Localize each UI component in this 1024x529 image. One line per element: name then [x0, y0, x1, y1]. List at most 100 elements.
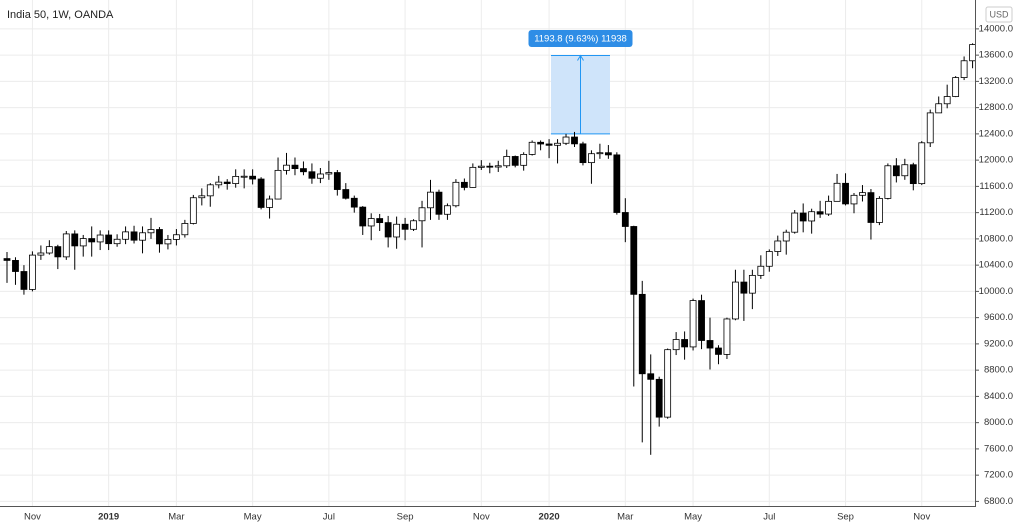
x-tick-label: 2019 — [98, 512, 119, 523]
candle-body — [122, 231, 129, 240]
y-tick-label: 9200.0 — [984, 338, 1013, 349]
candle-body — [249, 175, 257, 180]
candle-body — [359, 206, 367, 227]
candle-body — [969, 44, 976, 62]
candle-body — [376, 218, 384, 224]
candle-body — [918, 142, 926, 185]
candle-body — [494, 165, 502, 168]
y-tick-label: 8400.0 — [984, 391, 1013, 402]
x-tick-label: Jul — [323, 512, 335, 523]
candle-body — [181, 223, 189, 236]
candle-body — [156, 229, 163, 245]
candle-body — [139, 232, 146, 241]
y-tick-label: 14000.0 — [979, 23, 1013, 34]
candle-body — [266, 198, 273, 208]
candle-body — [833, 182, 841, 202]
y-tick-label: 7600.0 — [984, 443, 1013, 454]
candle-body — [799, 212, 807, 222]
y-tick-label: 11200.0 — [979, 207, 1013, 218]
candle-body — [444, 205, 451, 215]
candle-body — [689, 300, 697, 348]
candle-body — [20, 271, 28, 290]
x-tick-label: Sep — [837, 512, 854, 523]
candle-body — [274, 169, 282, 200]
candle-body — [596, 152, 604, 155]
candle-body — [511, 156, 519, 166]
measure-label-box — [528, 30, 633, 47]
candle-body — [384, 222, 392, 238]
y-tick-label: 13200.0 — [979, 76, 1013, 87]
candle-body — [876, 197, 883, 223]
candle-body — [808, 211, 816, 222]
candle-body — [283, 164, 290, 171]
candle-body — [452, 181, 460, 207]
candle-body — [54, 246, 62, 258]
candle-body — [88, 238, 96, 243]
candle-body — [935, 103, 943, 114]
candle-body — [164, 239, 172, 245]
candle-body — [791, 212, 799, 233]
candle-body — [630, 226, 638, 295]
candle-body — [147, 229, 155, 234]
candle-body — [477, 165, 485, 168]
candle-body — [765, 251, 773, 267]
candle-body — [723, 318, 731, 355]
x-tick-label: Nov — [24, 512, 41, 523]
candle-body — [240, 175, 248, 178]
y-tick-label: 12800.0 — [979, 102, 1013, 113]
candle-body — [782, 231, 790, 242]
candle-body — [952, 77, 960, 97]
candle-body — [774, 240, 782, 252]
candle-body — [604, 152, 612, 156]
y-tick-label: 8800.0 — [984, 365, 1013, 376]
candle-body — [333, 172, 341, 190]
candle-body — [621, 212, 629, 227]
candles — [3, 43, 976, 455]
x-tick-label: 2020 — [539, 512, 560, 523]
candle-body — [842, 182, 849, 205]
candle-body — [537, 141, 545, 145]
candle-body — [350, 197, 358, 208]
candle-body — [706, 340, 714, 349]
candle-body — [748, 274, 756, 294]
candle-body — [37, 252, 45, 256]
currency-badge — [985, 6, 1013, 23]
candle-body — [528, 141, 536, 155]
y-tick-label: 7200.0 — [984, 470, 1013, 481]
candle-body — [740, 281, 748, 294]
y-tick-label: 10800.0 — [979, 233, 1013, 244]
y-tick-label: 8000.0 — [984, 417, 1013, 428]
candle-body — [418, 207, 426, 222]
candle-body — [257, 178, 265, 208]
x-tick-label: May — [244, 512, 262, 523]
candle-body — [342, 189, 350, 199]
candle-body — [300, 168, 307, 173]
candle-body — [859, 192, 866, 196]
candle-body — [105, 234, 113, 245]
candle-body — [960, 60, 968, 78]
y-tick-label: 9600.0 — [984, 312, 1013, 323]
candle-body — [291, 164, 299, 170]
candle-body — [223, 181, 231, 184]
candle-body — [367, 218, 375, 227]
x-tick-label: Mar — [168, 512, 184, 523]
candle-body — [909, 164, 917, 185]
candle-body — [460, 181, 468, 188]
candle-body — [638, 293, 646, 375]
measure-label: 1193.8 (9.63%) 11938 — [534, 34, 627, 45]
candle-body — [816, 211, 824, 215]
candle-body — [29, 254, 36, 290]
candle-body — [698, 300, 705, 341]
x-tick-label: May — [684, 512, 702, 523]
candle-body — [62, 233, 70, 258]
candle-body — [401, 223, 409, 230]
candle-body — [892, 165, 900, 177]
candle-body — [79, 238, 87, 247]
candle-body — [664, 349, 672, 418]
candle-body — [715, 347, 722, 355]
x-tick-label: Nov — [913, 512, 930, 523]
candle-body — [113, 238, 121, 245]
candle-body — [926, 112, 934, 144]
candle-body — [130, 231, 138, 241]
candle-body — [554, 142, 561, 146]
